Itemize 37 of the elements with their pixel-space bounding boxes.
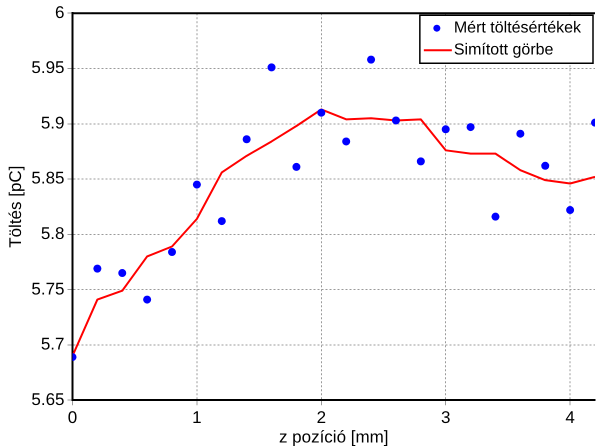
y-tick-label: 5.9 <box>40 113 64 132</box>
point <box>168 248 176 256</box>
y-tick-label: 5.85 <box>31 168 64 188</box>
point <box>367 56 376 64</box>
point <box>268 63 276 72</box>
legend-label: Simított görbe <box>454 42 554 59</box>
x-tick-label: 0 <box>68 408 78 428</box>
point <box>491 212 500 221</box>
y-tick-label: 5.7 <box>40 334 64 354</box>
x-tick-label: 2 <box>316 408 326 428</box>
point <box>317 108 326 117</box>
x-tick-label: 3 <box>440 408 450 428</box>
point <box>566 206 574 214</box>
point <box>541 162 550 170</box>
point <box>466 123 475 132</box>
point <box>192 180 201 189</box>
point <box>143 296 152 304</box>
point <box>342 137 350 146</box>
point <box>292 162 300 171</box>
point <box>392 116 400 124</box>
y-axis-title: Töltés [pC] <box>6 166 25 248</box>
y-tick-label: 5.65 <box>31 390 64 409</box>
point <box>416 157 425 166</box>
x-tick-label: 4 <box>565 408 575 428</box>
point <box>442 125 450 134</box>
point <box>218 217 226 226</box>
x-tick-label: 1 <box>192 408 202 428</box>
y-tick-label: 6 <box>55 2 64 22</box>
point <box>93 264 102 273</box>
legend-label: Mért töltésértékek <box>454 20 582 37</box>
x-axis-title: z pozíció [mm] <box>278 427 389 446</box>
y-tick-label: 5.95 <box>31 58 64 78</box>
y-tick-label: 5.75 <box>31 279 64 298</box>
point <box>242 135 251 144</box>
point <box>118 269 126 278</box>
y-tick-label: 5.8 <box>40 224 64 244</box>
point <box>516 130 524 138</box>
